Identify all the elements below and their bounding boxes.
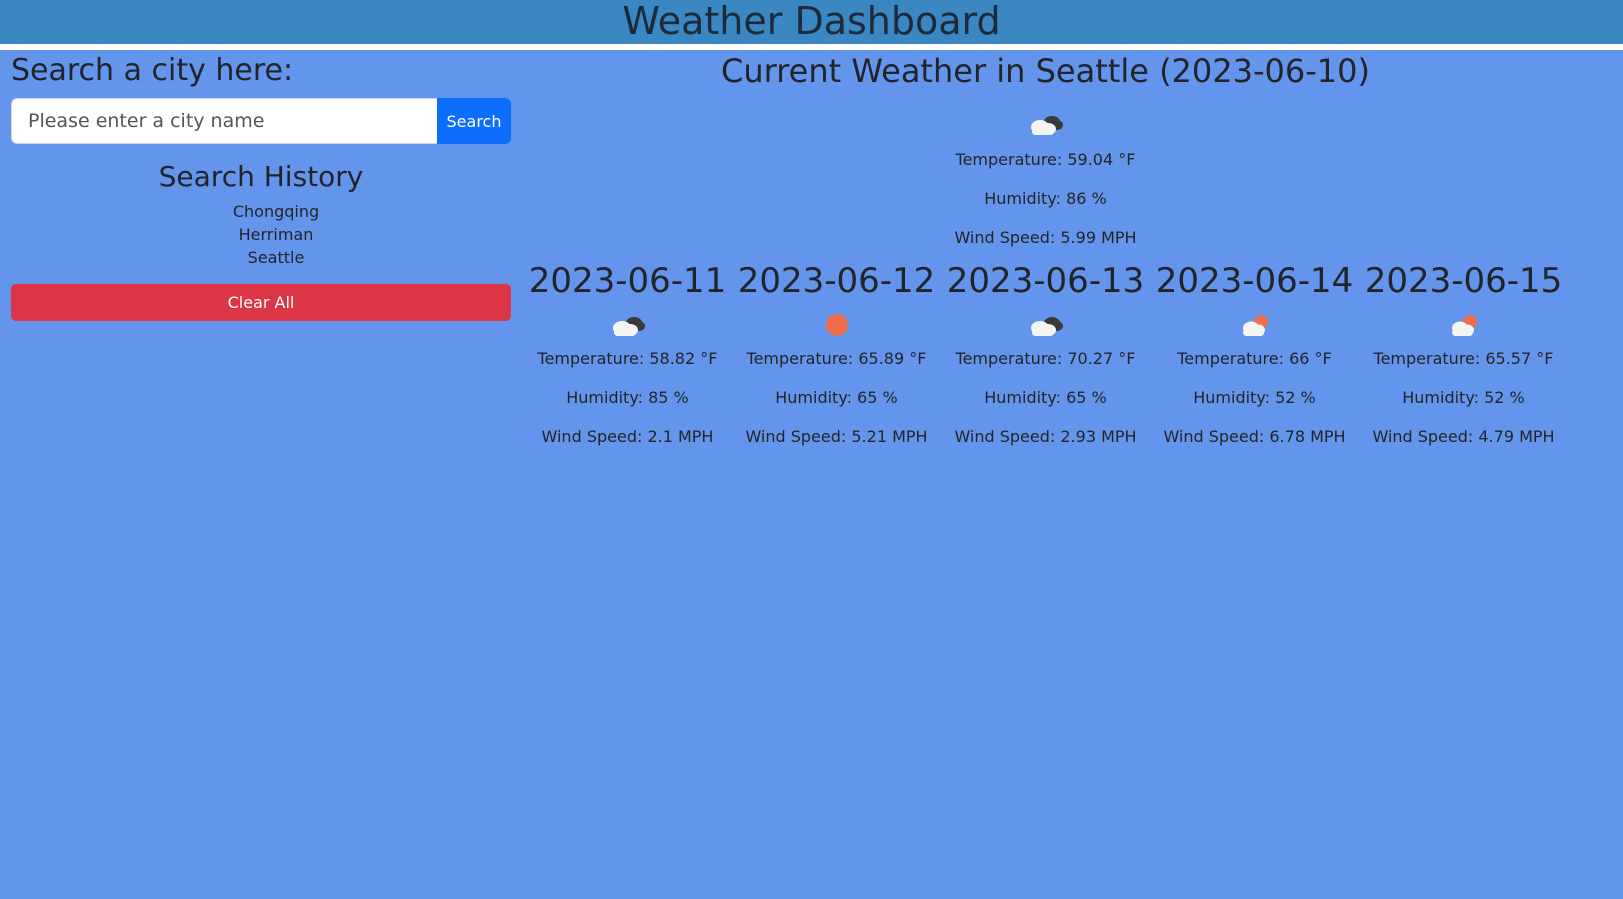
search-heading: Search a city here: — [11, 53, 294, 88]
current-temperature: Temperature: 59.04 °F — [955, 150, 1136, 169]
forecast-temperature: Temperature: 58.82 °F — [537, 349, 718, 368]
forecast-card: 2023-06-13 Temperature: 70.27 °F Humidit… — [941, 261, 1150, 466]
current-humidity: Humidity: 86 % — [984, 189, 1107, 208]
forecast-humidity: Humidity: 52 % — [1193, 388, 1316, 407]
search-history-title: Search History — [158, 160, 364, 193]
forecast-card: 2023-06-11 Temperature: 58.82 °F Humidit… — [523, 261, 732, 466]
forecast-temperature: Temperature: 65.89 °F — [746, 349, 927, 368]
forecast-card: 2023-06-15 Temperature: 65.57 °F Humidit… — [1359, 261, 1568, 466]
current-weather: Current Weather in Seattle (2023-06-10) … — [523, 52, 1568, 248]
forecast-card: 2023-06-14 Temperature: 66 °F Humidity: … — [1150, 261, 1359, 466]
forecast-humidity: Humidity: 65 % — [984, 388, 1107, 407]
search-form: Search — [11, 98, 511, 144]
forecast-wind-speed: Wind Speed: 2.93 MPH — [954, 427, 1137, 446]
forecast-date: 2023-06-11 — [528, 261, 727, 301]
forecast-wind-speed: Wind Speed: 5.21 MPH — [745, 427, 928, 446]
search-history-list: Chongqing Herriman Seattle — [41, 200, 511, 269]
search-button[interactable]: Search — [437, 98, 511, 144]
forecast-wind-speed: Wind Speed: 2.1 MPH — [541, 427, 714, 446]
broken-clouds-icon — [1026, 309, 1066, 339]
forecast-card: 2023-06-12 Temperature: 65.89 °F Humidit… — [732, 261, 941, 466]
broken-clouds-icon — [1026, 108, 1066, 138]
forecast-wind-speed: Wind Speed: 6.78 MPH — [1163, 427, 1346, 446]
forecast-temperature: Temperature: 70.27 °F — [955, 349, 1136, 368]
current-wind-speed: Wind Speed: 5.99 MPH — [954, 228, 1137, 247]
broken-clouds-icon — [608, 309, 648, 339]
clear-all-button[interactable]: Clear All — [11, 284, 511, 321]
forecast-date: 2023-06-15 — [1364, 261, 1563, 301]
forecast-date: 2023-06-14 — [1155, 261, 1354, 301]
forecast-date: 2023-06-12 — [737, 261, 936, 301]
search-panel: Search a city here: Search Search Histor… — [11, 50, 511, 321]
forecast-wind-speed: Wind Speed: 4.79 MPH — [1372, 427, 1555, 446]
app-header: Weather Dashboard — [0, 0, 1623, 50]
history-item-herriman[interactable]: Herriman — [238, 225, 314, 244]
main-content: Search a city here: Search Search Histor… — [0, 50, 1623, 899]
forecast-humidity: Humidity: 65 % — [775, 388, 898, 407]
forecast-temperature: Temperature: 65.57 °F — [1373, 349, 1554, 368]
clear-sky-icon — [817, 309, 857, 339]
history-item-chongqing[interactable]: Chongqing — [232, 202, 320, 221]
few-clouds-icon — [1235, 309, 1275, 339]
forecast-humidity: Humidity: 85 % — [566, 388, 689, 407]
five-day-forecast: 2023-06-11 Temperature: 58.82 °F Humidit… — [523, 261, 1568, 466]
history-item-seattle[interactable]: Seattle — [247, 248, 305, 267]
current-weather-title: Current Weather in Seattle (2023-06-10) — [721, 52, 1370, 90]
city-search-input[interactable] — [11, 98, 437, 144]
few-clouds-icon — [1444, 309, 1484, 339]
forecast-date: 2023-06-13 — [946, 261, 1145, 301]
forecast-humidity: Humidity: 52 % — [1402, 388, 1525, 407]
page-title: Weather Dashboard — [622, 0, 1001, 43]
weather-panel: Current Weather in Seattle (2023-06-10) … — [523, 50, 1568, 466]
forecast-temperature: Temperature: 66 °F — [1177, 349, 1332, 368]
